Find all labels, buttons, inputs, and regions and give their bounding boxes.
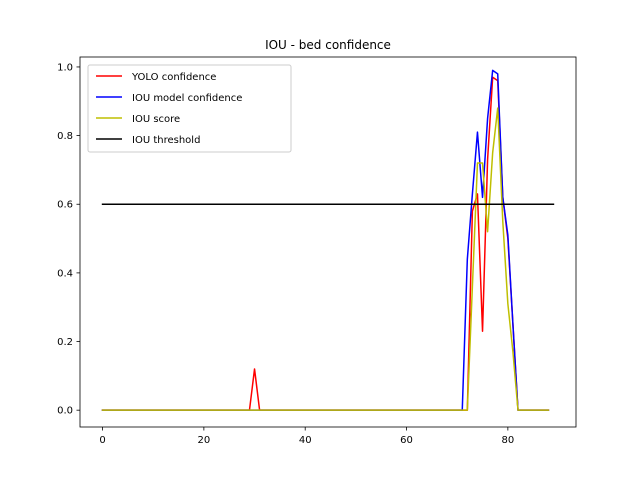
- chart-title: IOU - bed confidence: [265, 38, 391, 52]
- y-tick-label-4: 0.8: [57, 131, 73, 142]
- legend-label-3: IOU threshold: [132, 135, 200, 146]
- x-tick-label-3: 60: [400, 435, 413, 446]
- x-tick-label-1: 20: [198, 435, 211, 446]
- legend-box: [87, 64, 292, 153]
- series-line-1: [101, 69, 550, 411]
- y-tick-label-0: 0.0: [57, 406, 73, 417]
- x-tick-label-2: 40: [299, 435, 312, 446]
- legend-label-0: YOLO confidence: [131, 72, 216, 83]
- y-tick-label-2: 0.4: [57, 268, 73, 279]
- series-layer: [101, 69, 555, 411]
- series-line-2: [101, 107, 550, 411]
- axes-layer: 0 20 40 60 80 0.0 0.2 0.4 0.6 0.8 1.0: [57, 56, 577, 446]
- legend: YOLO confidence IOU model confidence IOU s…: [87, 64, 292, 153]
- plot-frame: [79, 56, 577, 428]
- y-tick-label-3: 0.6: [57, 200, 73, 211]
- legend-label-1: IOU model confidence: [132, 93, 242, 104]
- legend-label-2: IOU score: [132, 114, 180, 125]
- y-tick-label-5: 1.0: [57, 62, 73, 73]
- y-tick-label-1: 0.2: [57, 337, 73, 348]
- x-tick-label-0: 0: [99, 435, 105, 446]
- x-tick-label-4: 80: [501, 435, 514, 446]
